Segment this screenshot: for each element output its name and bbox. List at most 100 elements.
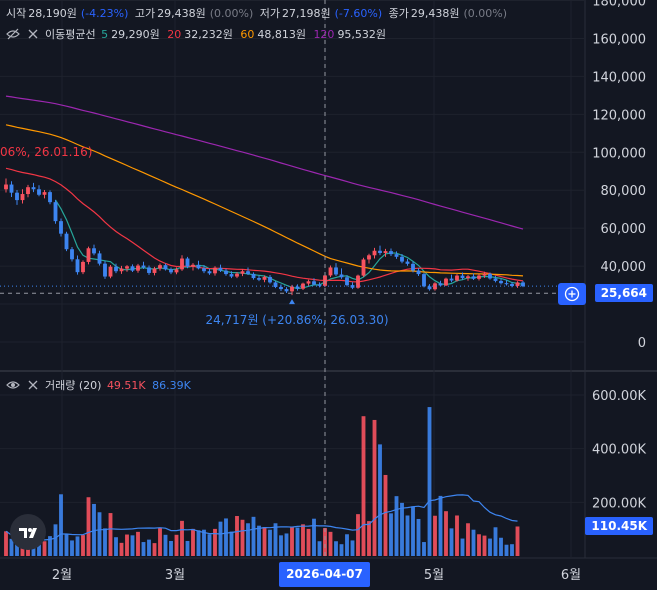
volume-bar <box>180 520 184 556</box>
open-change: (-4.23%) <box>80 7 129 20</box>
price-tick-label: 100,000 <box>592 146 646 161</box>
volume-bar <box>306 528 311 556</box>
eye-icon[interactable] <box>6 379 20 391</box>
volume-bar <box>510 544 514 556</box>
volume-bar <box>196 530 201 556</box>
add-price-button[interactable] <box>558 283 586 305</box>
volume-bar <box>515 526 520 556</box>
volume-value-2: 86.39K <box>152 379 191 392</box>
volume-bar <box>37 542 41 556</box>
volume-bar <box>361 416 366 556</box>
tradingview-logo-icon <box>19 528 37 538</box>
candle-body <box>394 254 399 257</box>
volume-value-1: 49.51K <box>106 379 146 392</box>
high-label: 고가 <box>134 7 156 20</box>
volume-bar <box>240 519 245 556</box>
volume-bar <box>4 531 8 556</box>
close-change: (0.00%) <box>463 7 507 20</box>
candle-body <box>141 265 146 268</box>
volume-bar <box>48 536 52 556</box>
candle-body <box>26 187 30 195</box>
volume-bar <box>114 537 118 556</box>
candle-body <box>411 263 415 271</box>
candle-body <box>114 266 118 272</box>
volume-bar <box>356 514 360 556</box>
volume-bar <box>372 419 377 556</box>
ma60-value: 48,813원 <box>257 28 306 41</box>
candle-body <box>4 184 8 190</box>
candle-body <box>235 273 239 277</box>
volume-bar <box>174 534 179 556</box>
ma5-value: 29,290원 <box>111 28 160 41</box>
volume-bar <box>191 528 195 556</box>
low-change: (-7.60%) <box>334 7 383 20</box>
volume-bar <box>125 534 129 556</box>
eye-hidden-icon[interactable] <box>6 28 20 40</box>
price-tick-label: 80,000 <box>601 184 647 199</box>
candle-body <box>389 251 393 255</box>
candle-body <box>20 194 25 201</box>
volume-bar <box>163 534 168 556</box>
close-icon[interactable] <box>26 28 40 40</box>
volume-bar <box>218 521 223 556</box>
candle-body <box>218 267 223 271</box>
last-price-tag: 25,664 <box>594 284 653 302</box>
volume-bar <box>169 540 173 556</box>
ma60-period: 60 <box>240 28 255 41</box>
volume-bar <box>460 538 465 556</box>
crosshair-date-tag: 2026-04-07 <box>279 562 370 587</box>
volume-bar <box>42 541 47 556</box>
candle-body <box>240 271 245 274</box>
candle-body <box>515 282 520 287</box>
candle-body <box>213 267 217 274</box>
volume-bar <box>438 495 443 556</box>
close-icon[interactable] <box>26 379 40 391</box>
candle-body <box>108 266 113 277</box>
candle-body <box>477 275 481 279</box>
volume-bar <box>323 528 327 556</box>
candle-body <box>279 286 283 290</box>
candle-body <box>433 283 437 290</box>
volume-bar <box>312 518 316 556</box>
tradingview-logo[interactable] <box>10 514 46 550</box>
price-tick-label: 140,000 <box>592 70 646 85</box>
candle-body <box>521 282 525 287</box>
volume-bar <box>202 529 206 556</box>
ma120-value: 95,532원 <box>337 28 387 41</box>
price-tick-label: 40,000 <box>601 260 647 275</box>
candle-body <box>48 192 52 203</box>
volume-bar <box>185 540 190 556</box>
time-label: 2월 <box>52 568 72 583</box>
volume-bar <box>141 542 146 556</box>
candle-body <box>152 268 157 273</box>
high-change: (0.00%) <box>209 7 254 20</box>
volume-bar <box>405 515 410 556</box>
volume-bar <box>26 544 30 556</box>
candle-body <box>81 261 85 273</box>
candle-body <box>460 275 465 279</box>
volume-bar <box>224 518 228 556</box>
volume-bar <box>383 474 388 556</box>
candle-body <box>438 283 443 286</box>
price-tick-label: 180,000 <box>592 0 646 10</box>
candle-body <box>284 289 289 292</box>
candle-body <box>488 273 492 279</box>
volume-bar <box>158 527 162 556</box>
volume-bar <box>268 529 272 556</box>
candle-body <box>361 259 366 276</box>
volume-bar <box>411 506 415 556</box>
volume-bar <box>422 542 426 556</box>
candle-body <box>273 282 278 287</box>
candle-body <box>130 266 135 271</box>
volume-bar <box>301 524 305 556</box>
close-label: 종가 <box>388 7 409 20</box>
candle-body <box>224 270 228 275</box>
volume-bar <box>350 540 355 556</box>
candle-body <box>268 276 272 283</box>
ma60-line <box>5 124 524 277</box>
candle-body <box>466 276 470 279</box>
candle-body <box>59 221 63 234</box>
volume-bar <box>471 529 476 556</box>
